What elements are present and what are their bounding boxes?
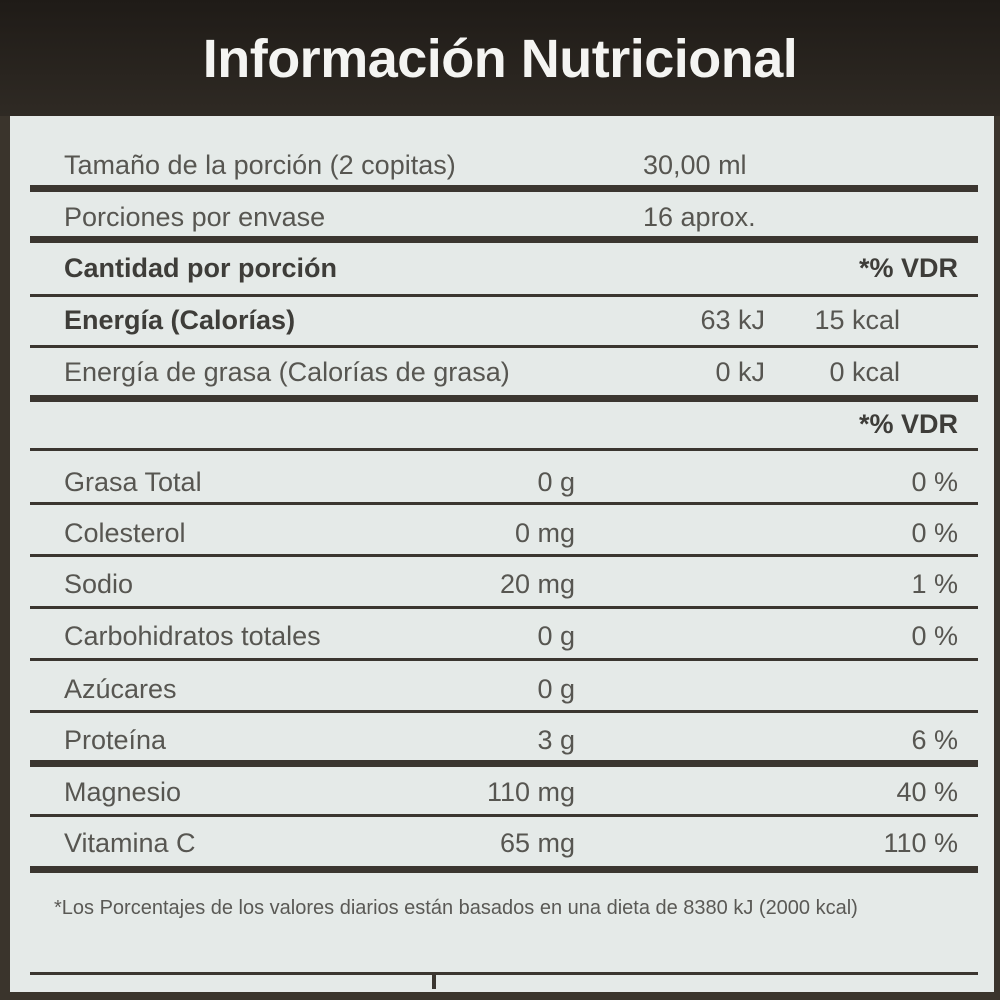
- servings-label: Porciones por envase: [64, 202, 326, 232]
- nutrient-name: Sodio: [64, 569, 134, 599]
- divider: [30, 502, 978, 505]
- energy-kcal: 15 kcal: [814, 305, 900, 335]
- nutrient-name: Grasa Total: [64, 467, 202, 497]
- serving-size-value: 30,00 ml: [643, 150, 747, 180]
- nutrient-row: Azúcares 0 g: [0, 669, 1000, 709]
- nutrient-row: Proteína 3 g 6 %: [0, 720, 1000, 760]
- nutrient-amount: 110 mg: [486, 777, 575, 807]
- nutrient-vdr: 110 %: [883, 828, 958, 858]
- serving-size-label: Tamaño de la porción (2 copitas): [64, 150, 456, 180]
- vdr-header-row: *% VDR: [0, 404, 1000, 444]
- amount-header-label: Cantidad por porción: [64, 253, 337, 283]
- servings-value: 16 aprox.: [643, 202, 756, 232]
- nutrient-vdr: 6 %: [911, 725, 958, 755]
- header-band: Información Nutricional: [0, 0, 1000, 116]
- nutrient-vdr: 0 %: [911, 621, 958, 651]
- nutrient-vdr: 40 %: [896, 777, 958, 807]
- divider: [30, 606, 978, 609]
- divider: [30, 972, 978, 975]
- divider: [30, 185, 978, 192]
- nutrient-name: Proteína: [64, 725, 167, 755]
- divider: [30, 345, 978, 348]
- nutrient-amount: 0 g: [537, 621, 575, 651]
- divider: [30, 710, 978, 713]
- energy-kj: 63 kJ: [700, 305, 765, 335]
- nutrient-row: Colesterol 0 mg 0 %: [0, 513, 1000, 553]
- energy-fat-kcal: 0 kcal: [829, 357, 900, 387]
- serving-size-row: Tamaño de la porción (2 copitas) 30,00 m…: [0, 145, 1000, 185]
- divider: [30, 760, 978, 767]
- nutrient-row: Grasa Total 0 g 0 %: [0, 462, 1000, 502]
- divider: [30, 554, 978, 557]
- nutrient-row: Magnesio 110 mg 40 %: [0, 772, 1000, 812]
- nutrient-amount: 0 g: [537, 467, 575, 497]
- nutrient-vdr: 0 %: [911, 518, 958, 548]
- nutrient-name: Magnesio: [64, 777, 182, 807]
- vdr-header: *% VDR: [858, 253, 958, 283]
- nutrient-name: Carbohidratos totales: [64, 621, 321, 651]
- divider: [30, 866, 978, 873]
- nutrient-vdr: 1 %: [911, 569, 958, 599]
- nutrient-row: Sodio 20 mg 1 %: [0, 564, 1000, 604]
- nutrient-amount: 0 g: [537, 674, 575, 704]
- vdr-header: *% VDR: [858, 409, 958, 439]
- divider: [30, 814, 978, 817]
- nutrient-amount: 65 mg: [499, 828, 575, 858]
- tick-mark: [432, 975, 436, 989]
- nutrient-row: Vitamina C 65 mg 110 %: [0, 823, 1000, 863]
- nutrient-name: Vitamina C: [64, 828, 196, 858]
- servings-row: Porciones por envase 16 aprox.: [0, 197, 1000, 237]
- divider: [30, 448, 978, 451]
- divider: [30, 294, 978, 297]
- nutrient-vdr: 0 %: [911, 467, 958, 497]
- divider: [30, 658, 978, 661]
- energy-fat-kj: 0 kJ: [715, 357, 765, 387]
- nutrient-amount: 3 g: [537, 725, 575, 755]
- energy-row: Energía (Calorías) 63 kJ 15 kcal: [0, 300, 1000, 340]
- nutrient-row: Carbohidratos totales 0 g 0 %: [0, 616, 1000, 656]
- amount-header-row: Cantidad por porción *% VDR: [0, 248, 1000, 288]
- energy-label: Energía (Calorías): [64, 305, 296, 335]
- label-title: Información Nutricional: [202, 29, 798, 89]
- energy-fat-row: Energía de grasa (Calorías de grasa) 0 k…: [0, 352, 1000, 392]
- nutrient-amount: 0 mg: [514, 518, 575, 548]
- divider: [30, 395, 978, 402]
- nutrient-amount: 20 mg: [499, 569, 575, 599]
- nutrient-name: Azúcares: [64, 674, 177, 704]
- nutrient-name: Colesterol: [64, 518, 186, 548]
- footnote: *Los Porcentajes de los valores diarios …: [54, 897, 858, 919]
- divider: [30, 236, 978, 243]
- energy-fat-label: Energía de grasa (Calorías de grasa): [64, 357, 510, 387]
